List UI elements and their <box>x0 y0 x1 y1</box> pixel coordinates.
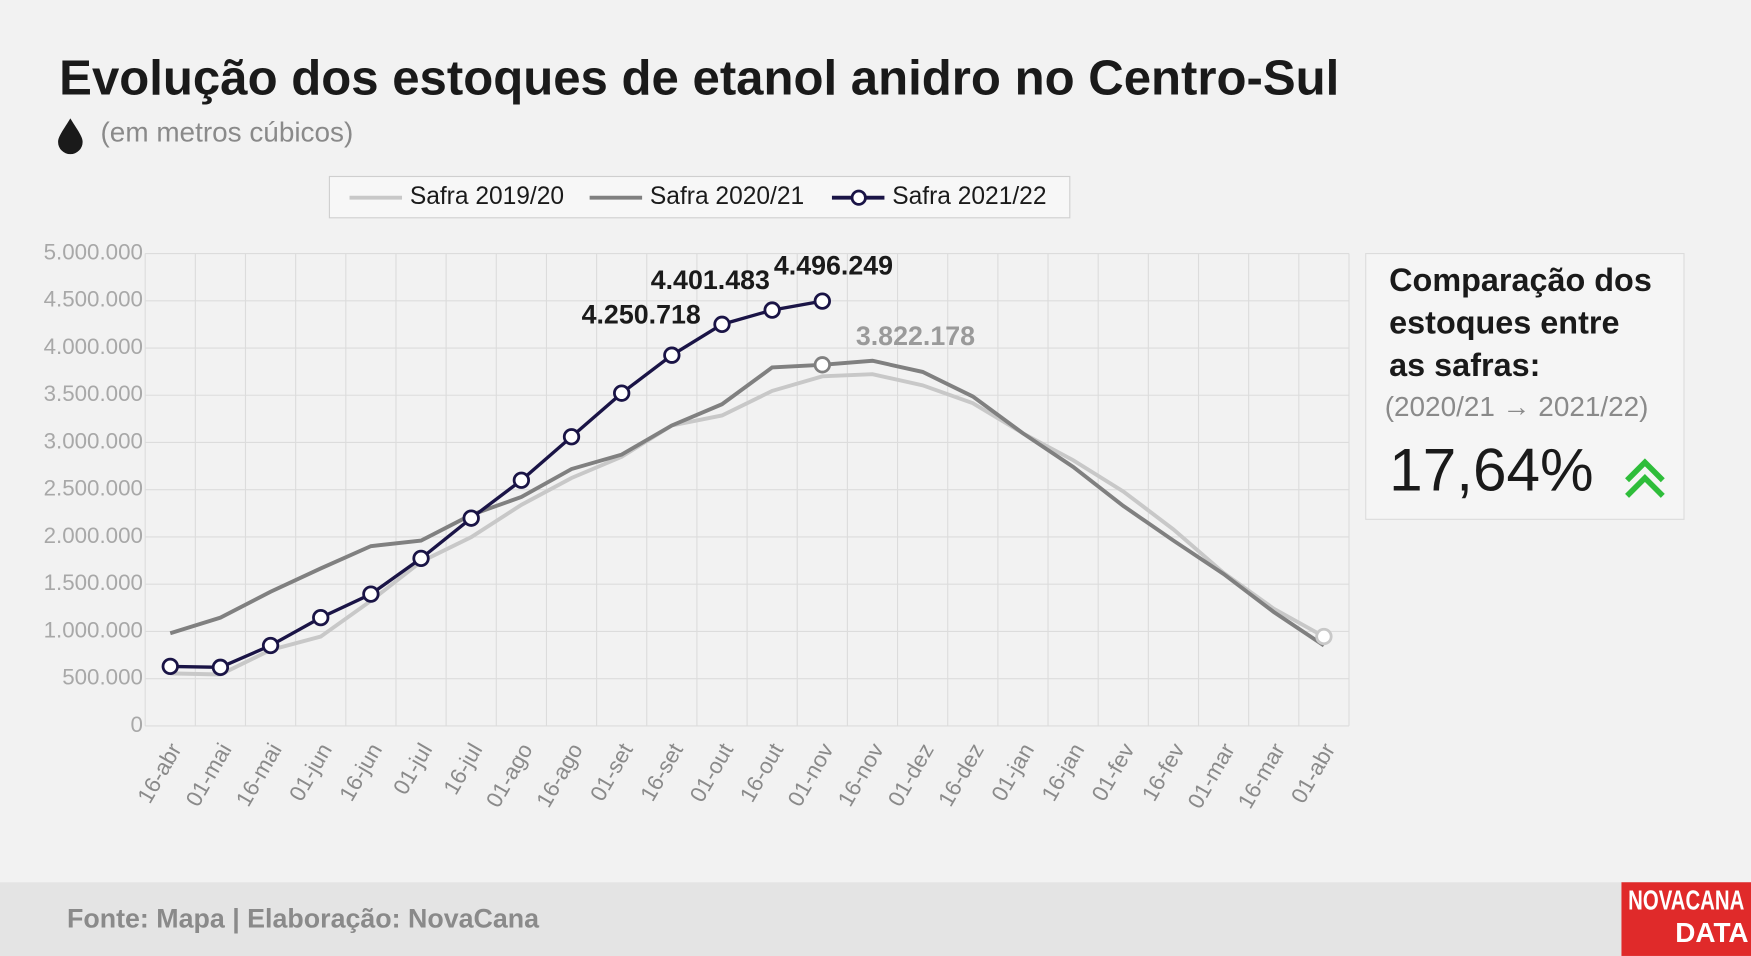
point-marker <box>663 346 681 364</box>
point-marker <box>362 585 380 603</box>
drop-icon <box>58 118 83 155</box>
y-tick-label: 5.000.000 <box>44 239 143 264</box>
y-tick-label: 1.000.000 <box>44 617 143 642</box>
y-tick-label: 4.000.000 <box>44 334 143 359</box>
legend-marker <box>850 189 867 206</box>
point-marker <box>161 657 179 676</box>
comparison-title: Comparação dos <box>1389 262 1652 298</box>
chart-title: Evolução dos estoques de etanol anidro n… <box>59 52 1339 106</box>
point-marker <box>562 428 581 446</box>
y-tick-label: 3.500.000 <box>44 381 143 406</box>
logo-text: DATA <box>1675 917 1748 948</box>
point-marker <box>1315 627 1333 646</box>
data-label: 4.496.249 <box>774 251 893 281</box>
y-tick-label: 1.500.000 <box>44 570 143 595</box>
data-label: 3.822.178 <box>856 321 975 351</box>
y-tick-label: 2.000.000 <box>44 523 143 548</box>
chart-subtitle: (em metros cúbicos) <box>101 116 354 147</box>
series-line <box>170 299 823 670</box>
series-line <box>170 372 1325 677</box>
point-marker <box>211 658 230 676</box>
legend-label: Safra 2020/21 <box>650 183 804 210</box>
point-marker <box>813 292 831 310</box>
logo <box>1621 882 1751 956</box>
comparison-period: (2020/21 → 2021/22) <box>1385 391 1649 422</box>
y-tick-label: 4.500.000 <box>44 287 143 312</box>
comparison-title: estoques entre <box>1389 305 1619 341</box>
point-marker <box>462 509 480 527</box>
footer-band <box>0 882 1751 956</box>
footer-source: Fonte: Mapa | Elaboração: NovaCana <box>67 903 540 933</box>
comparison-value: 17,64% <box>1389 436 1594 504</box>
y-tick-label: 500.000 <box>62 665 143 690</box>
point-marker <box>763 301 781 319</box>
series-line <box>169 358 1325 648</box>
comparison-title: as safras: <box>1389 347 1540 383</box>
legend: Safra 2019/20 Safra 2020/21 Safra 2021/22 <box>349 183 1046 210</box>
point-marker <box>613 384 631 402</box>
y-tick-label: 0 <box>131 712 143 737</box>
point-marker <box>261 636 280 655</box>
y-tick-label: 2.500.000 <box>44 476 143 501</box>
point-marker <box>813 356 831 374</box>
legend-label: Safra 2021/22 <box>892 183 1046 210</box>
logo-text: NOVACANA <box>1628 885 1744 916</box>
point-marker <box>713 315 731 333</box>
y-tick-label: 3.000.000 <box>44 428 143 453</box>
legend-box <box>328 175 1071 219</box>
data-label: 4.401.483 <box>651 265 770 295</box>
point-marker <box>312 608 330 627</box>
data-label: 4.250.718 <box>582 300 701 330</box>
point-marker <box>412 549 430 568</box>
point-marker <box>512 471 531 489</box>
up-arrow <box>1625 458 1665 498</box>
legend-label: Safra 2019/20 <box>410 183 564 210</box>
